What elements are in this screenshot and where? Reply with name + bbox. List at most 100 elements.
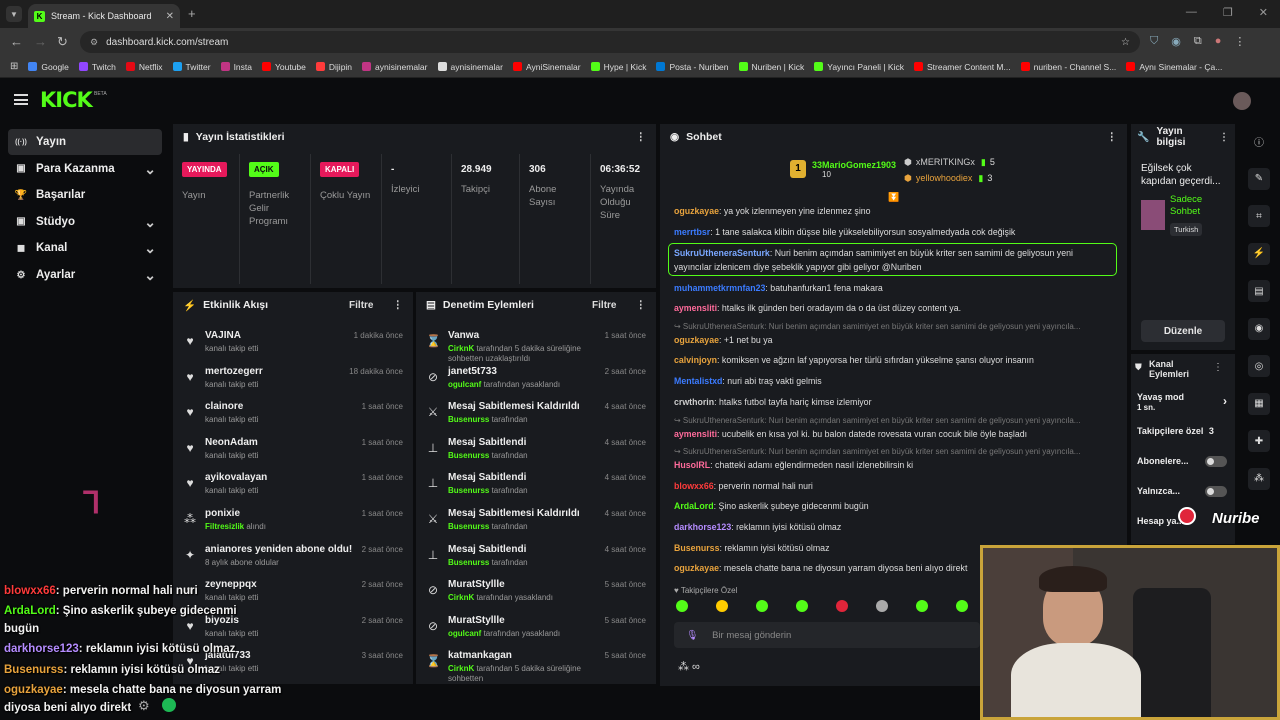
apps-icon[interactable]: ⁂ bbox=[1248, 467, 1270, 490]
chat-username[interactable]: SukruUtheneraSenturk bbox=[674, 248, 770, 258]
feed-row-highlight[interactable]: ogulcanf bbox=[448, 628, 482, 638]
close-tab-icon[interactable]: ✕ bbox=[165, 10, 174, 22]
top-gifter[interactable]: 1 33MarioGomez1903 10 bbox=[790, 160, 896, 179]
emote-icon[interactable] bbox=[676, 600, 688, 612]
bookmark-item[interactable]: Aynı Sinemalar - Ça... bbox=[1126, 62, 1222, 72]
chat-settings-icon[interactable]: ⁂ ∞ bbox=[678, 661, 700, 673]
mic-icon[interactable]: 🎙 bbox=[686, 629, 699, 641]
emote-icon[interactable] bbox=[796, 600, 808, 612]
sidebar-item-broadcast[interactable]: ((·)) Yayın bbox=[8, 129, 162, 155]
emote-icon[interactable] bbox=[956, 600, 968, 612]
maximize-icon[interactable]: ❐ bbox=[1222, 7, 1233, 19]
emote-icon[interactable] bbox=[836, 600, 848, 612]
emote-icon[interactable] bbox=[756, 600, 768, 612]
new-tab-icon[interactable]: + bbox=[188, 6, 196, 21]
bookmark-item[interactable]: aynisinemalar bbox=[362, 62, 428, 72]
chat-username[interactable]: blowxx66 bbox=[674, 481, 714, 491]
bolt-icon[interactable]: ⚡ bbox=[1248, 242, 1270, 265]
bookmark-item[interactable]: Twitter bbox=[172, 62, 211, 72]
feed-row-highlight[interactable]: Busenurss bbox=[448, 486, 490, 496]
bookmark-item[interactable]: Yayıncı Paneli | Kick bbox=[814, 62, 904, 72]
minimize-icon[interactable]: — bbox=[1185, 6, 1197, 18]
bookmark-item[interactable]: AyniSinemalar bbox=[512, 62, 581, 72]
feed-row-highlight[interactable]: ogulcanf bbox=[448, 379, 482, 389]
extension-icon[interactable]: ◉ bbox=[1171, 36, 1181, 48]
feed-row-highlight[interactable]: CirknK bbox=[448, 593, 475, 603]
slow-mode-row[interactable]: Yavaş mod 1 sn. › bbox=[1137, 392, 1229, 412]
feed-row-highlight[interactable]: CirknK bbox=[448, 344, 475, 353]
sidebar-item-trophy[interactable]: 🏆 Başarılar bbox=[8, 182, 162, 208]
chat-username[interactable]: Mentalistxd bbox=[674, 376, 723, 386]
bookmark-item[interactable]: aynisinemalar bbox=[437, 62, 503, 72]
feed-row-highlight[interactable]: Busenurss bbox=[448, 415, 490, 425]
reload-icon[interactable]: ↻ bbox=[57, 34, 68, 49]
back-icon[interactable]: ← bbox=[10, 34, 23, 49]
chat-username[interactable]: Busenurss bbox=[674, 543, 720, 553]
forward-icon[interactable]: → bbox=[34, 34, 47, 49]
bookmark-item[interactable]: Google bbox=[28, 62, 69, 72]
chat-icon[interactable]: ◉ bbox=[1248, 317, 1270, 340]
info-icon[interactable]: ⓘ bbox=[1254, 137, 1264, 149]
expand-pinned-icon[interactable]: ⏬ bbox=[888, 192, 900, 202]
chat-username[interactable]: crwthorin bbox=[674, 397, 715, 407]
more-options-icon[interactable]: ⋮ bbox=[635, 131, 647, 143]
profile-icon[interactable]: ● bbox=[1214, 35, 1222, 47]
bookmark-item[interactable]: Dijipin bbox=[315, 62, 352, 72]
feed-row-highlight[interactable]: CirknK bbox=[448, 664, 475, 674]
chat-username[interactable]: ↪ SukruUtheneraSenturk bbox=[674, 416, 765, 425]
sidebar-item-gear[interactable]: ⚙ Ayarlar ⌄ bbox=[8, 262, 162, 288]
sidebar-item-user[interactable]: ◼ Kanal ⌄ bbox=[8, 235, 162, 261]
address-bar[interactable]: ⚙ dashboard.kick.com/stream ☆ bbox=[80, 31, 1140, 53]
pencil-icon[interactable]: ✎ bbox=[1248, 167, 1270, 190]
hamburger-menu-icon[interactable] bbox=[14, 94, 28, 105]
bookmark-item[interactable]: Insta bbox=[220, 62, 252, 72]
kick-logo[interactable]: KICK bbox=[40, 88, 93, 112]
bookmark-item[interactable]: Hype | Kick bbox=[590, 62, 646, 72]
bookmark-item[interactable]: Netflix bbox=[125, 62, 163, 72]
category-name[interactable]: Sadece Sohbet bbox=[1170, 194, 1203, 217]
chat-username[interactable]: aymensliti bbox=[674, 429, 718, 439]
followers-only-row[interactable]: Takipçilere özel 3 bbox=[1137, 426, 1229, 436]
chat-username[interactable]: ArdaLord bbox=[674, 501, 714, 511]
apps-grid-icon[interactable]: ⊞ bbox=[10, 61, 19, 72]
bookmark-item[interactable]: Youtube bbox=[262, 62, 306, 72]
category-thumbnail[interactable] bbox=[1141, 200, 1165, 230]
feed-row-highlight[interactable]: Busenurss bbox=[448, 557, 490, 567]
only-toggle[interactable] bbox=[1205, 486, 1227, 497]
puzzle-icon[interactable]: ⧉ bbox=[1193, 35, 1202, 47]
chat-username[interactable]: darkhorse123 bbox=[674, 522, 732, 532]
chat-username[interactable]: HusolRL bbox=[674, 460, 711, 470]
bookmark-item[interactable]: Twitch bbox=[78, 62, 116, 72]
chat-username[interactable]: oguzkayae bbox=[674, 335, 719, 345]
more-options-icon[interactable]: ⋮ bbox=[1219, 131, 1229, 143]
activity-filter-button[interactable]: Filtre bbox=[349, 299, 374, 311]
spotify-icon[interactable] bbox=[162, 698, 176, 712]
emote-icon[interactable] bbox=[716, 600, 728, 612]
emote-icon[interactable] bbox=[916, 600, 928, 612]
menu-icon[interactable]: ⋮ bbox=[1234, 36, 1246, 48]
sidebar-item-money[interactable]: ▣ Para Kazanma ⌄ bbox=[8, 156, 162, 182]
subscribers-only-toggle[interactable] bbox=[1205, 456, 1227, 467]
more-options-icon[interactable]: ⋮ bbox=[1106, 131, 1118, 143]
edit-button[interactable]: Düzenle bbox=[1141, 320, 1225, 342]
chat-input[interactable]: 🎙 Bir mesaj gönderin bbox=[674, 622, 980, 648]
user-avatar[interactable] bbox=[1233, 92, 1251, 110]
crop-icon[interactable]: ⌗ bbox=[1248, 205, 1270, 227]
feed-row-highlight[interactable]: Busenurss bbox=[448, 450, 490, 460]
feed-row-highlight[interactable]: Busenurss bbox=[448, 522, 490, 531]
broadcast-icon[interactable]: ◎ bbox=[1248, 355, 1270, 377]
bookmark-item[interactable]: Streamer Content M... bbox=[913, 62, 1011, 72]
chat-username[interactable]: oguzkayae bbox=[674, 563, 719, 573]
chat-username[interactable]: ↪ SukruUtheneraSenturk bbox=[674, 322, 765, 331]
more-options-icon[interactable]: ⋮ bbox=[392, 299, 404, 311]
bookmark-item[interactable]: nuriben - Channel S... bbox=[1020, 62, 1116, 72]
top-gifter[interactable]: ⬢ yellowhoodiex ▮ 3 bbox=[904, 173, 992, 184]
site-info-icon[interactable]: ⚙ bbox=[90, 36, 99, 47]
moderation-filter-button[interactable]: Filtre bbox=[592, 299, 617, 311]
feed-row-highlight[interactable]: Filtresizlik bbox=[205, 522, 245, 531]
bookmark-item[interactable]: Posta - Nuriben bbox=[656, 62, 729, 72]
chat-username[interactable]: merrtbsr bbox=[674, 227, 711, 237]
chat-username[interactable]: muhammetkrmnfan23 bbox=[674, 283, 766, 293]
more-options-icon[interactable]: ⋮ bbox=[1213, 362, 1223, 373]
top-gifter[interactable]: ⬢ xMERITKINGx ▮ 5 bbox=[904, 157, 995, 168]
